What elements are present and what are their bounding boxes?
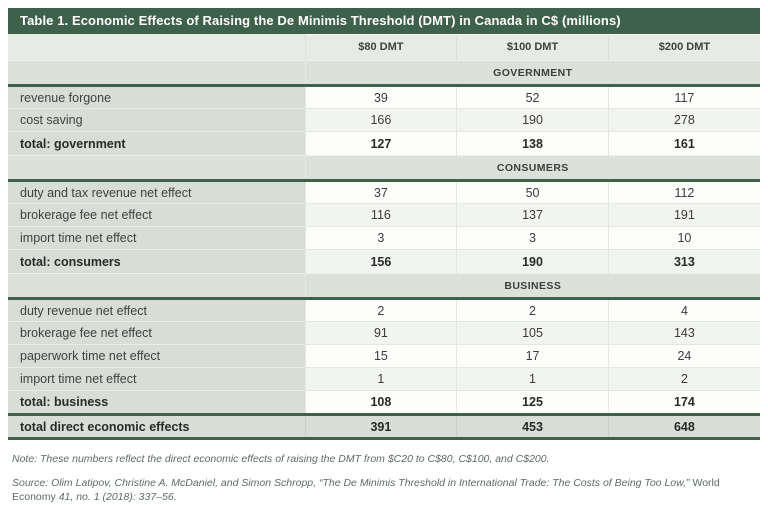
row-value: 2 [607,367,760,391]
section-header-label: GOVERNMENT [305,60,760,87]
row-value: 2 [456,298,609,322]
row-value: 127 [304,131,457,156]
table-row: import time net effect 1 1 2 [8,367,760,391]
row-value: 125 [456,390,609,415]
row-value: 166 [304,108,457,132]
total-row-government: total: government 127 138 161 [8,131,760,156]
row-label: revenue forgone [8,85,306,109]
row-value: 191 [607,203,760,227]
row-value: 91 [304,321,457,345]
row-value: 190 [456,108,609,132]
row-label: import time net effect [8,226,306,250]
table-source: Source: Olim Latipov, Christine A. McDan… [8,476,760,504]
row-value: 648 [607,413,760,440]
row-label: import time net effect [8,367,306,391]
source-text-prefix: Source: Olim Latipov, Christine A. McDan… [12,477,693,490]
row-label: paperwork time net effect [8,344,306,368]
table-note: Note: These numbers reflect the direct e… [12,453,550,465]
row-value: 138 [456,131,609,156]
column-header-100dmt: $100 DMT [456,34,609,61]
row-value: 17 [456,344,609,368]
row-value: 52 [456,85,609,109]
row-label: total: business [8,390,306,415]
row-value: 1 [304,367,457,391]
row-value: 278 [607,108,760,132]
row-value: 50 [456,180,609,204]
row-value: 116 [304,203,457,227]
row-value: 161 [607,131,760,156]
table-row: duty and tax revenue net effect 37 50 11… [8,180,760,204]
row-value: 453 [456,413,609,440]
section-header-label: CONSUMERS [305,155,760,182]
row-label: duty revenue net effect [8,298,306,322]
row-label: brokerage fee net effect [8,321,306,345]
section-header-spacer [8,155,306,182]
column-header-row: $80 DMT $100 DMT $200 DMT [8,34,760,61]
row-value: 1 [456,367,609,391]
row-label: total: consumers [8,249,306,274]
row-value: 10 [607,226,760,250]
section-header-label: BUSINESS [305,273,760,300]
column-header-80dmt: $80 DMT [304,34,457,61]
row-value: 117 [607,85,760,109]
row-value: 137 [456,203,609,227]
total-row-business: total: business 108 125 174 [8,390,760,415]
row-label: cost saving [8,108,306,132]
row-value: 190 [456,249,609,274]
section-header-spacer [8,273,306,300]
row-value: 37 [304,180,457,204]
column-header-empty [8,34,306,61]
row-value: 112 [607,180,760,204]
row-value: 156 [304,249,457,274]
table-row: paperwork time net effect 15 17 24 [8,344,760,368]
row-value: 3 [456,226,609,250]
section-header-business: BUSINESS [8,273,760,300]
table-row: brokerage fee net effect 116 137 191 [8,203,760,227]
grand-total-row: total direct economic effects 391 453 64… [8,413,760,440]
row-value: 174 [607,390,760,415]
row-value: 105 [456,321,609,345]
section-header-consumers: CONSUMERS [8,155,760,182]
table-row: duty revenue net effect 2 2 4 [8,298,760,322]
column-header-200dmt: $200 DMT [607,34,760,61]
row-value: 15 [304,344,457,368]
table-title: Table 1. Economic Effects of Raising the… [8,8,760,34]
table-row: brokerage fee net effect 91 105 143 [8,321,760,345]
row-value: 143 [607,321,760,345]
row-value: 4 [607,298,760,322]
row-value: 39 [304,85,457,109]
row-value: 2 [304,298,457,322]
row-value: 24 [607,344,760,368]
economic-effects-table: $80 DMT $100 DMT $200 DMT GOVERNMENT rev… [8,34,760,440]
row-label: total direct economic effects [8,413,306,440]
section-header-spacer [8,60,306,87]
source-text-suffix: 41, no. 1 (2018): 337–56. [55,491,177,504]
row-label: brokerage fee net effect [8,203,306,227]
row-value: 108 [304,390,457,415]
table-row: import time net effect 3 3 10 [8,226,760,250]
total-row-consumers: total: consumers 156 190 313 [8,249,760,274]
table-row: revenue forgone 39 52 117 [8,85,760,109]
row-value: 3 [304,226,457,250]
row-value: 391 [304,413,457,440]
row-label: duty and tax revenue net effect [8,180,306,204]
table-row: cost saving 166 190 278 [8,108,760,132]
source-journal-name: World Economy [12,477,720,504]
section-header-government: GOVERNMENT [8,60,760,87]
row-value: 313 [607,249,760,274]
row-label: total: government [8,131,306,156]
